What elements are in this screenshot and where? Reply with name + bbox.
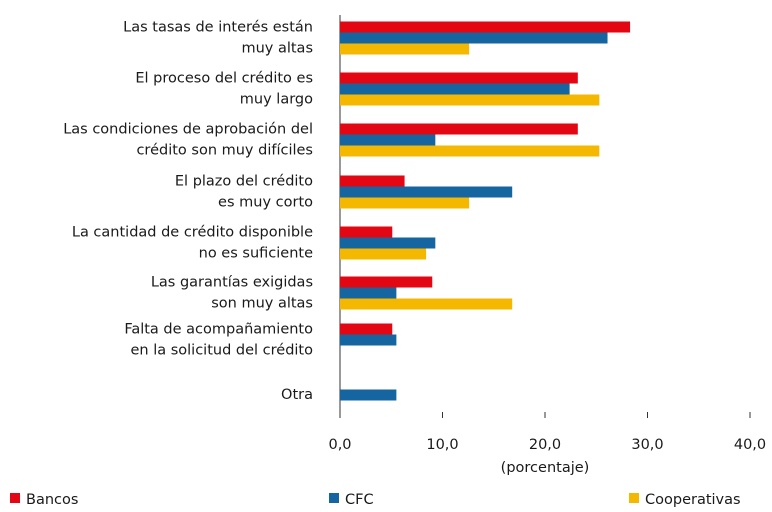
category-label: Falta de acompañamiento en la solicitud d… xyxy=(124,322,313,359)
legend-swatch xyxy=(329,493,339,503)
bar xyxy=(340,197,470,209)
bar xyxy=(340,389,397,401)
bar xyxy=(340,145,600,157)
category-label: La cantidad de crédito disponible no es s… xyxy=(72,225,313,262)
x-axis-label: (porcentaje) xyxy=(501,460,590,476)
category-label: Otra xyxy=(281,387,313,403)
legend-label: CFC xyxy=(345,492,374,508)
x-tick-label: 20,0 xyxy=(529,437,561,453)
legend-swatch xyxy=(10,493,20,503)
bar xyxy=(340,287,397,299)
bar xyxy=(340,94,600,106)
bar xyxy=(340,248,427,260)
category-label: Las condiciones de aprobación del crédito… xyxy=(63,122,313,159)
x-tick-label: 10,0 xyxy=(426,437,458,453)
x-tick-label: 30,0 xyxy=(631,437,663,453)
bar xyxy=(340,226,393,238)
legend-label: Bancos xyxy=(26,492,78,508)
bar xyxy=(340,175,405,187)
x-tick-label: 0,0 xyxy=(328,437,351,453)
bar xyxy=(340,43,470,55)
x-tick-label: 40,0 xyxy=(734,437,766,453)
bar xyxy=(340,72,578,84)
category-label: El plazo del crédito es muy corto xyxy=(175,174,313,211)
bar xyxy=(340,123,578,135)
bar xyxy=(340,134,436,146)
bar xyxy=(340,32,608,44)
bar xyxy=(340,298,513,310)
bar xyxy=(340,21,631,33)
category-label: El proceso del crédito es muy largo xyxy=(135,71,313,108)
bar xyxy=(340,276,433,288)
bar xyxy=(340,237,436,249)
bar xyxy=(340,323,393,335)
category-label: Las garantías exigidas son muy altas xyxy=(151,275,313,312)
legend-swatch xyxy=(629,493,639,503)
category-label: Las tasas de interés están muy altas xyxy=(123,20,313,57)
legend-label: Cooperativas xyxy=(645,492,741,508)
bar xyxy=(340,334,397,346)
bar xyxy=(340,186,513,198)
bar xyxy=(340,83,570,95)
